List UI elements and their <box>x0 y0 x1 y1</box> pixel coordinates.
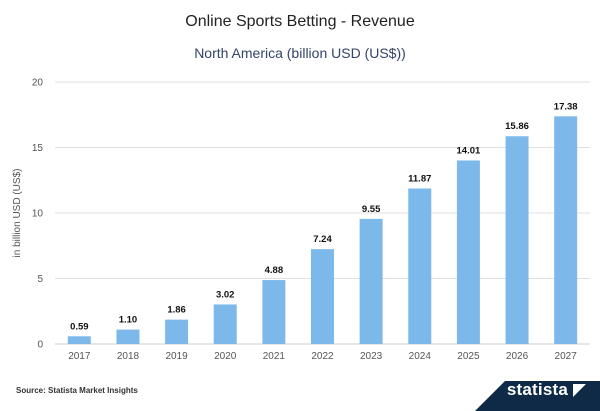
data-label: 1.10 <box>119 315 138 326</box>
bar <box>165 319 189 344</box>
bar <box>262 280 286 344</box>
x-tick-label: 2025 <box>457 351 480 362</box>
data-label: 1.86 <box>167 305 186 316</box>
y-tick-label: 10 <box>32 209 44 220</box>
data-label: 4.88 <box>265 265 284 276</box>
x-tick-label: 2022 <box>311 351 334 362</box>
bar <box>116 329 140 344</box>
y-axis-title: in billion USD (US$) <box>12 169 23 258</box>
y-tick-label: 20 <box>32 78 44 89</box>
bar <box>554 116 578 345</box>
y-tick-label: 15 <box>32 143 44 154</box>
data-label: 15.86 <box>505 121 529 132</box>
x-tick-label: 2027 <box>555 351 578 362</box>
x-tick-label: 2017 <box>68 351 91 362</box>
footer-band <box>475 381 600 411</box>
source-label: Source: <box>16 386 46 395</box>
bar <box>505 136 529 344</box>
data-label: 14.01 <box>457 145 481 156</box>
x-tick-label: 2018 <box>117 351 140 362</box>
bar <box>213 304 237 344</box>
data-label: 3.02 <box>216 289 235 300</box>
bar <box>67 336 91 344</box>
y-tick-label: 0 <box>37 340 43 351</box>
bar <box>311 249 334 344</box>
x-tick-label: 2020 <box>214 351 237 362</box>
data-label: 11.87 <box>408 174 431 185</box>
data-label: 0.59 <box>70 321 89 332</box>
x-tick-label: 2019 <box>165 351 188 362</box>
data-label: 9.55 <box>362 204 381 215</box>
x-tick-label: 2023 <box>360 351 383 362</box>
x-tick-label: 2024 <box>409 351 432 362</box>
data-label: 17.38 <box>554 101 578 112</box>
source-value: Statista Market Insights <box>48 386 138 395</box>
x-tick-label: 2021 <box>263 351 286 362</box>
statista-mark-icon <box>573 383 586 397</box>
statista-logo[interactable]: statista <box>507 380 586 400</box>
chart-title: Online Sports Betting - Revenue <box>185 13 415 30</box>
bar <box>456 160 480 344</box>
x-tick-label: 2026 <box>506 351 529 362</box>
data-label: 7.24 <box>313 234 332 245</box>
bar <box>359 218 383 344</box>
source-note: Source: Statista Market Insights <box>16 386 138 395</box>
y-tick-label: 5 <box>37 274 43 285</box>
brand-name: statista <box>506 380 568 399</box>
bar <box>408 188 432 344</box>
chart-subtitle: North America (billion USD (US$)) <box>194 45 406 61</box>
